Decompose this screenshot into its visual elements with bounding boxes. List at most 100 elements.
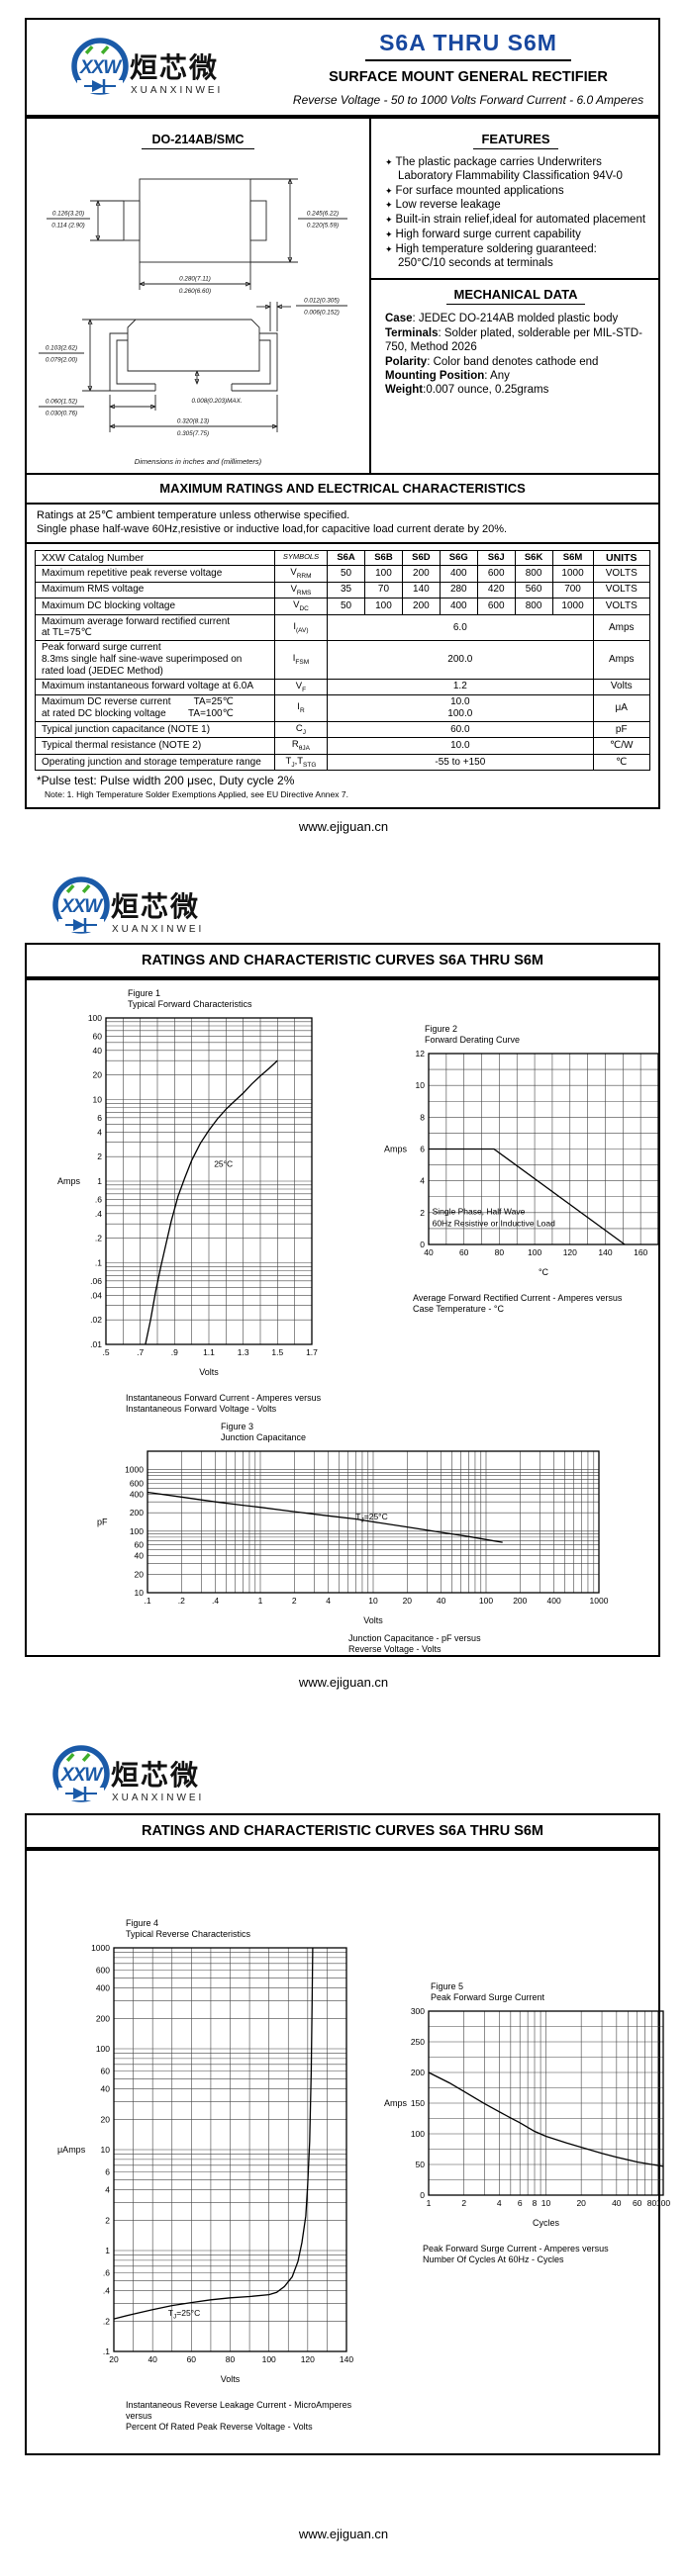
table-row: Maximum DC reverse current TA=25℃ at rate… — [35, 694, 651, 722]
svg-text:60: 60 — [135, 1539, 145, 1549]
package-name: DO-214AB/SMC — [142, 133, 254, 149]
page3-title-bar: RATINGS AND CHARACTERISTIC CURVES S6A TH… — [25, 1813, 660, 1849]
svg-text:100: 100 — [479, 1596, 493, 1606]
maximum-ratings-table: XXW Catalog Number SYMBOLS S6A S6B S6D S… — [35, 549, 651, 772]
mechanical-data-section: MECHANICAL DATA Case: JEDEC DO-214AB mol… — [385, 286, 646, 397]
col-catalog-number: XXW Catalog Number — [35, 549, 275, 566]
svg-text:50: 50 — [416, 2160, 426, 2169]
svg-text:.4: .4 — [212, 1596, 219, 1606]
svg-text:XUANXINWEI: XUANXINWEI — [112, 924, 204, 935]
table-row: Typical thermal resistance (NOTE 2) RθJA… — [35, 737, 651, 755]
svg-text:60: 60 — [93, 1031, 103, 1041]
svg-text:2: 2 — [461, 2198, 466, 2208]
diode-symbol-icon — [65, 1787, 97, 1800]
svg-text:160: 160 — [634, 1247, 647, 1257]
svg-text:250: 250 — [411, 2037, 425, 2047]
figure-3-label: Figure 3 Junction Capacitance — [221, 1422, 307, 1442]
table-row: Typical junction capacitance (NOTE 1) CJ… — [35, 720, 651, 739]
svg-text:0.012(0.305): 0.012(0.305) — [304, 298, 340, 305]
svg-text:25°C: 25°C — [214, 1158, 233, 1168]
figure-1-caption: Instantaneous Forward Current - Amperes … — [126, 1392, 322, 1414]
col-part: S6J — [476, 549, 516, 566]
table-footnotes: *Pulse test: Pulse width 200 μsec, Duty … — [27, 771, 658, 807]
table-row: Maximum RMS voltage VRMS 35 70 140 280 420 56… — [35, 581, 651, 599]
figure-4: Figure 4 Typical Reverse Characteristics … — [56, 1918, 373, 2433]
svg-text:0.260(6.60): 0.260(6.60) — [178, 288, 210, 295]
svg-text:20: 20 — [93, 1069, 103, 1079]
svg-text:XXW: XXW — [60, 1765, 104, 1786]
table-row: Peak forward surge current 8.3ms single h… — [35, 640, 651, 680]
svg-text:80: 80 — [647, 2198, 657, 2208]
svg-text:6: 6 — [105, 2166, 110, 2176]
svg-text:.1: .1 — [103, 2346, 110, 2356]
svg-text:40: 40 — [612, 2198, 622, 2208]
svg-text:20: 20 — [101, 2114, 111, 2124]
ratings-table-title: MAXIMUM RATINGS AND ELECTRICAL CHARACTER… — [27, 475, 658, 505]
brand-logo: XXW 烜芯微 XUANXINWEI — [52, 876, 204, 935]
svg-text:10: 10 — [541, 2198, 551, 2208]
svg-text:100: 100 — [656, 2198, 670, 2208]
svg-text:Volts: Volts — [363, 1615, 383, 1625]
svg-text:0.245(6.22): 0.245(6.22) — [306, 211, 338, 218]
svg-text:1: 1 — [105, 2246, 110, 2255]
svg-text:100: 100 — [528, 1247, 541, 1257]
svg-text:1.5: 1.5 — [271, 1347, 283, 1357]
svg-text:0.220(5.59): 0.220(5.59) — [306, 223, 338, 230]
device-type-subtitle: SURFACE MOUNT GENERAL RECTIFIER — [329, 69, 608, 85]
svg-text:600: 600 — [130, 1478, 144, 1488]
bullet-icon: ✦ — [385, 185, 393, 196]
svg-text:6: 6 — [420, 1144, 425, 1153]
svg-text:400: 400 — [130, 1489, 144, 1499]
svg-text:20: 20 — [576, 2198, 586, 2208]
svg-text:40: 40 — [135, 1550, 145, 1560]
svg-text:300: 300 — [411, 2006, 425, 2016]
svg-text:1.3: 1.3 — [238, 1347, 249, 1357]
svg-text:1: 1 — [427, 2198, 432, 2208]
svg-text:0.114 (2.90): 0.114 (2.90) — [51, 223, 85, 230]
svg-text:.5: .5 — [102, 1347, 109, 1357]
svg-text:2: 2 — [420, 1207, 425, 1217]
svg-text:80: 80 — [226, 2354, 236, 2364]
svg-text:140: 140 — [340, 2354, 353, 2364]
svg-text:Amps: Amps — [57, 1176, 81, 1186]
svg-text:0.006(0.152): 0.006(0.152) — [304, 310, 340, 317]
svg-text:140: 140 — [598, 1247, 612, 1257]
figure-4-caption: Instantaneous Reverse Leakage Current - … — [126, 2399, 352, 2433]
svg-text:Cycles: Cycles — [533, 2218, 560, 2228]
svg-text:Amps: Amps — [384, 1144, 408, 1153]
svg-text:120: 120 — [563, 1247, 577, 1257]
svg-text:60: 60 — [101, 2066, 111, 2075]
svg-text:40: 40 — [147, 2354, 157, 2364]
svg-text:0.079(2.00): 0.079(2.00) — [45, 357, 76, 364]
svg-text:0.305(7.75): 0.305(7.75) — [176, 430, 208, 437]
svg-text:600: 600 — [96, 1965, 110, 1975]
figure-3-caption: Junction Capacitance - pF versus Reverse … — [348, 1632, 481, 1654]
svg-text:.2: .2 — [95, 1233, 102, 1242]
table-row: Operating junction and storage temperatu… — [35, 753, 651, 772]
col-part: S6D — [401, 549, 441, 566]
brand-logo: XXW 烜芯微 XUANXINWEI — [52, 1745, 201, 1803]
svg-text:.1: .1 — [95, 1257, 102, 1267]
table-row: Maximum average forward rectified curren… — [35, 613, 651, 642]
svg-text:12: 12 — [416, 1049, 426, 1058]
diode-symbol-icon — [84, 79, 116, 93]
svg-text:150: 150 — [411, 2098, 425, 2108]
svg-text:20: 20 — [135, 1569, 145, 1579]
svg-text:1: 1 — [258, 1596, 263, 1606]
svg-text:200: 200 — [96, 2013, 110, 2023]
figure-1-label: Figure 1 Typical Forward Characteristics — [128, 988, 252, 1009]
svg-text:.4: .4 — [103, 2285, 110, 2295]
figure-2-label: Figure 2 Forward Derating Curve — [425, 1024, 521, 1045]
mech-line: Polarity: Color band denotes cathode end — [385, 355, 599, 368]
package-and-features: DO-214AB/SMC 0.126(3.20) 0.114 — [27, 119, 658, 475]
svg-text:2: 2 — [105, 2215, 110, 2225]
svg-text:.02: .02 — [90, 1315, 102, 1325]
footer-url: www.ejiguan.cn — [298, 1675, 389, 1690]
svg-text:4: 4 — [97, 1127, 102, 1137]
figure-2: Figure 2 Forward Derating Curve 40 60 80 100… — [383, 1024, 680, 1315]
svg-text:6: 6 — [97, 1112, 102, 1122]
svg-text:0: 0 — [420, 2190, 425, 2200]
page3-figures: Figure 4 Typical Reverse Characteristics … — [25, 1849, 670, 2455]
col-symbols: SYMBOLS — [273, 549, 329, 566]
